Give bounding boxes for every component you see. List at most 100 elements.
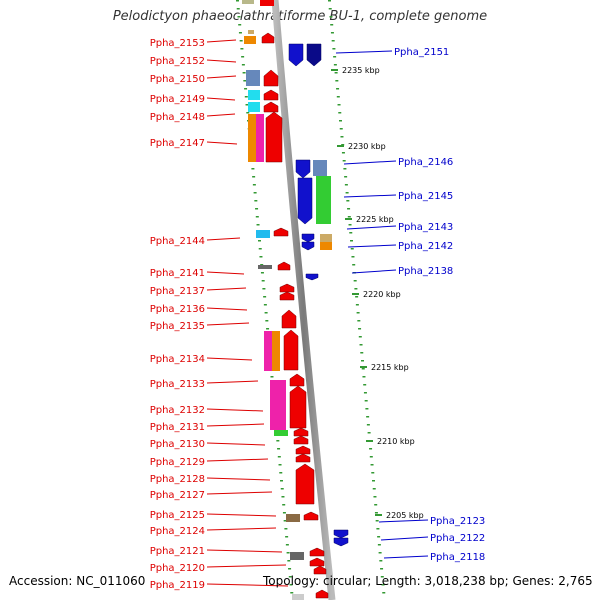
gene-feature-box (272, 331, 280, 371)
track-dot (363, 392, 367, 394)
track-dot (336, 96, 340, 98)
gene-label-left[interactable]: Ppha_2124 (150, 526, 205, 537)
track-dot (343, 168, 347, 170)
track-dot (328, 0, 331, 2)
track-dot (341, 152, 345, 154)
gene-feature-box (274, 430, 288, 436)
track-dot (362, 376, 366, 378)
track-dot (237, 16, 241, 18)
track-dot (330, 24, 334, 26)
right-dotted-track (328, 0, 386, 594)
track-dot (373, 496, 377, 498)
track-dot (270, 376, 274, 378)
track-dot (333, 64, 337, 66)
gene-label-right[interactable]: Ppha_2142 (398, 241, 453, 252)
gene-label-right[interactable]: Ppha_2138 (398, 266, 453, 277)
track-dot (331, 40, 335, 42)
gene-feature-box (320, 234, 332, 242)
track-dot (251, 168, 255, 170)
gene-leader-line (206, 442, 266, 446)
gene-label-right[interactable]: Ppha_2118 (430, 552, 485, 563)
track-dot (375, 520, 379, 522)
gene-label-left[interactable]: Ppha_2119 (150, 580, 205, 591)
track-dot (372, 480, 375, 482)
gene-label-left[interactable]: Ppha_2128 (150, 474, 205, 485)
gene-feature-box (316, 176, 331, 224)
gene-feature-box (313, 160, 327, 176)
track-dot (277, 448, 281, 450)
gene-label-left[interactable]: Ppha_2127 (150, 490, 205, 501)
gene-label-left[interactable]: Ppha_2132 (150, 405, 205, 416)
scale-tick-mark (331, 69, 338, 71)
gene-label-left[interactable]: Ppha_2137 (150, 286, 205, 297)
gene-label-right[interactable]: Ppha_2143 (398, 222, 453, 233)
gene-leader-line (347, 244, 397, 248)
gene-feature-arrow (333, 529, 349, 539)
gene-label-left[interactable]: Ppha_2129 (150, 457, 205, 468)
gene-label-left[interactable]: Ppha_2120 (150, 563, 205, 574)
gene-feature-arrow (265, 111, 283, 163)
track-dot (259, 256, 263, 258)
scale-tick-mark (337, 145, 344, 147)
gene-label-right[interactable]: Ppha_2122 (430, 533, 485, 544)
scale-tick-mark (345, 218, 352, 220)
track-dot (342, 160, 346, 162)
gene-label-right[interactable]: Ppha_2123 (430, 516, 485, 527)
track-dot (374, 512, 378, 514)
scale-tick-label: 2230 kbp (348, 142, 386, 151)
track-dot (361, 368, 365, 370)
gene-label-right[interactable]: Ppha_2151 (394, 47, 449, 58)
track-dot (261, 280, 265, 282)
gene-leader-line (206, 271, 245, 275)
gene-label-left[interactable]: Ppha_2153 (150, 38, 205, 49)
gene-label-left[interactable]: Ppha_2134 (150, 354, 205, 365)
gene-feature-box (256, 114, 264, 162)
gene-label-left[interactable]: Ppha_2133 (150, 379, 205, 390)
track-dot (243, 80, 247, 82)
gene-feature-arrow (289, 385, 307, 429)
gene-label-left[interactable]: Ppha_2136 (150, 304, 205, 315)
gene-label-right[interactable]: Ppha_2146 (398, 157, 453, 168)
gene-feature-arrow (295, 453, 311, 463)
gene-feature-box (264, 331, 272, 371)
gene-leader-line (206, 408, 264, 412)
track-dot (358, 336, 362, 338)
track-dot (256, 224, 260, 226)
track-dot (244, 88, 248, 90)
gene-label-left[interactable]: Ppha_2121 (150, 546, 205, 557)
track-dot (280, 488, 284, 490)
gene-label-left[interactable]: Ppha_2131 (150, 422, 205, 433)
accession-text: Accession: NC_011060 (9, 574, 146, 588)
gene-feature-box (290, 552, 304, 560)
gene-label-left[interactable]: Ppha_2152 (150, 56, 205, 67)
gene-feature-arrow (313, 565, 327, 575)
map-title: Pelodictyon phaeoclathratiforme BU-1, co… (112, 9, 488, 24)
gene-label-left[interactable]: Ppha_2141 (150, 268, 205, 279)
gene-label-left[interactable]: Ppha_2149 (150, 94, 205, 105)
gene-label-left[interactable]: Ppha_2135 (150, 321, 205, 332)
left-gene-labels: Ppha_2153 Ppha_2152 Ppha_2150 Ppha_2149 Ppha… (150, 38, 289, 591)
gene-label-left[interactable]: Ppha_2150 (150, 74, 205, 85)
track-dot (345, 192, 349, 194)
track-dot (377, 536, 381, 538)
gene-label-left[interactable]: Ppha_2144 (150, 236, 205, 247)
track-dot (255, 208, 259, 210)
gene-label-left[interactable]: Ppha_2147 (150, 138, 205, 149)
track-dot (242, 72, 246, 74)
track-dot (371, 472, 375, 474)
track-dot (339, 128, 343, 130)
gene-label-left[interactable]: Ppha_2148 (150, 112, 205, 123)
gene-label-right[interactable]: Ppha_2145 (398, 191, 453, 202)
gene-label-left[interactable]: Ppha_2125 (150, 510, 205, 521)
track-dot (380, 576, 384, 578)
track-dot (367, 432, 371, 434)
track-dot (356, 312, 360, 314)
scale-ticks: 2235 kbp 2230 kbp 2225 kbp 2220 kbp 2215 kbp… (331, 66, 424, 520)
gene-label-left[interactable]: Ppha_2130 (150, 439, 205, 450)
track-dot (238, 24, 242, 26)
track-dot (329, 16, 333, 18)
track-dot (276, 440, 280, 442)
track-dot (244, 96, 248, 98)
track-dot (377, 544, 381, 546)
track-dot (366, 416, 370, 418)
